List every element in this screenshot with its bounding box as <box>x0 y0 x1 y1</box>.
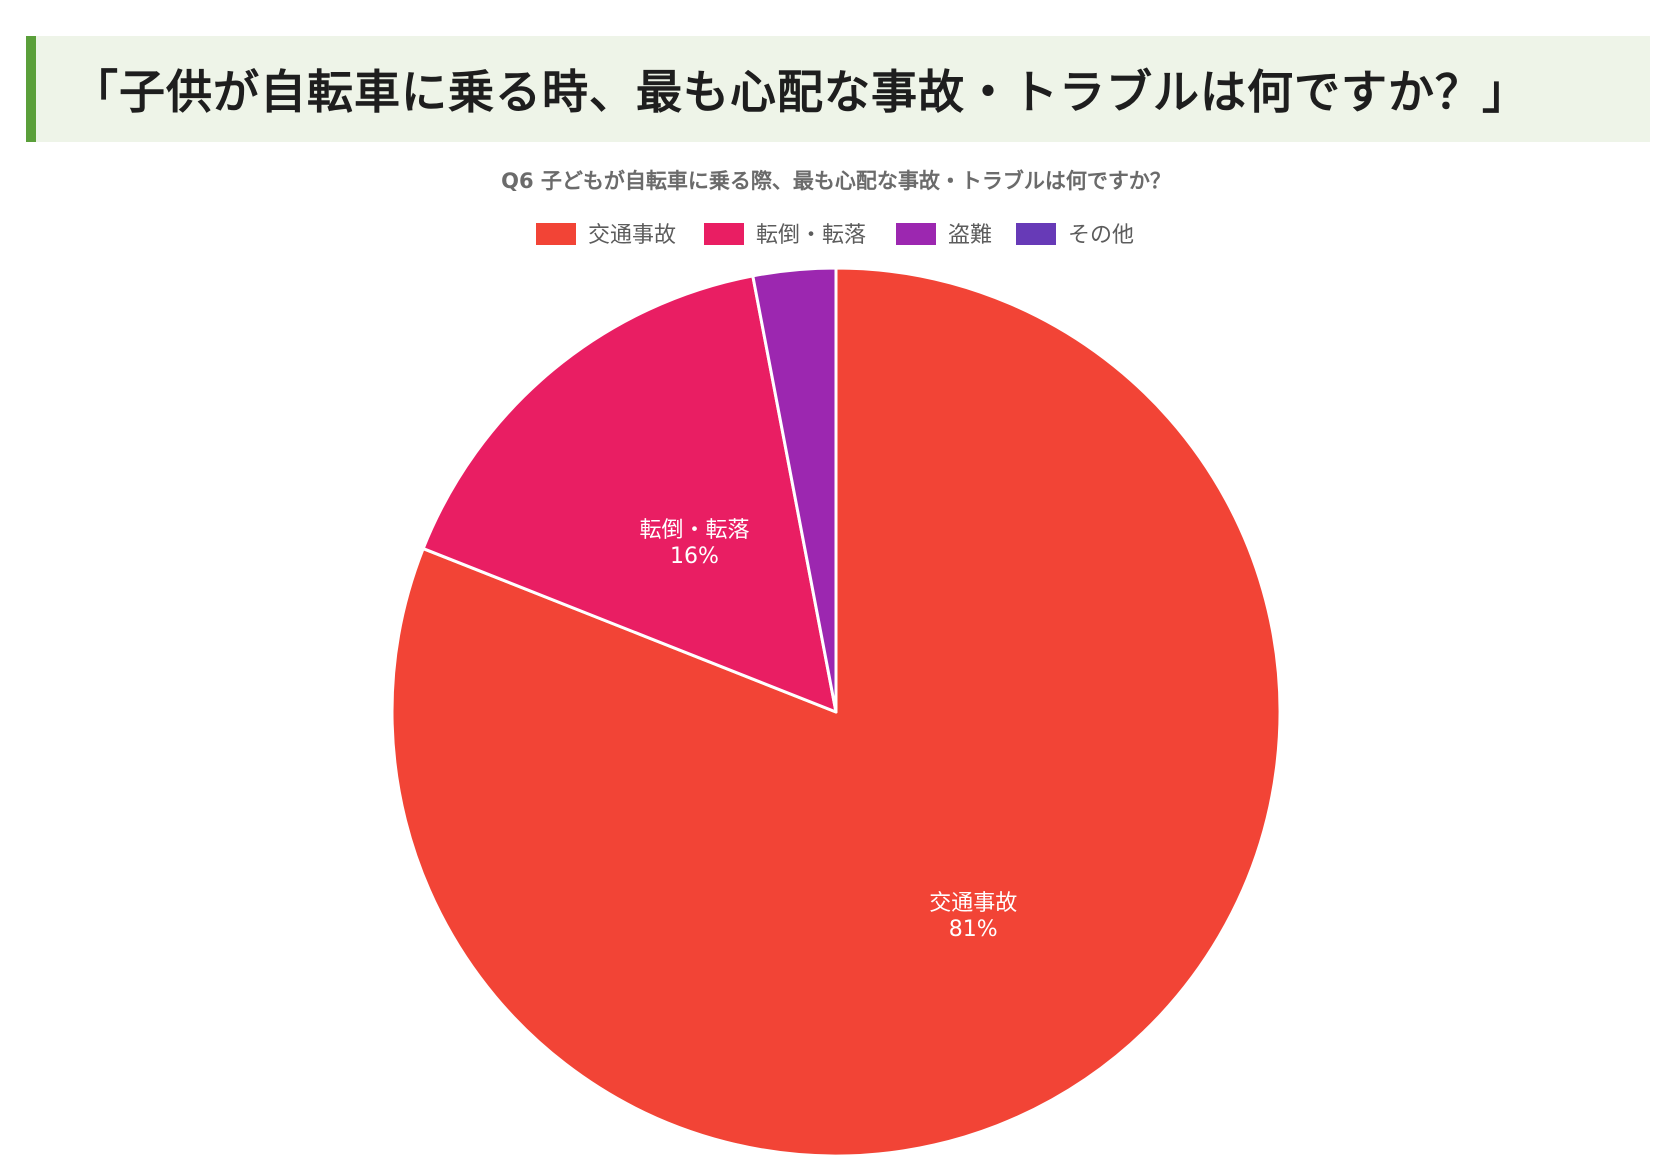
page-heading: 「子供が自転車に乗る時、最も心配な事故・トラブルは何ですか？」 <box>72 65 1529 119</box>
legend-label: 転倒・転落 <box>756 223 866 248</box>
legend-label: その他 <box>1068 223 1134 248</box>
chart-legend: 交通事故 転倒・転落 盗難 その他 <box>536 223 1134 248</box>
legend-swatch <box>896 223 936 245</box>
chart-title: Q6 子どもが自転車に乗る際、最も心配な事故・トラブルは何ですか？ <box>501 169 1171 193</box>
slice-label-name: 転倒・転落 <box>639 518 749 543</box>
legend-swatch <box>536 223 576 245</box>
legend-swatch <box>704 223 744 245</box>
slice-label-value: 16% <box>670 544 719 569</box>
legend-label: 交通事故 <box>588 223 676 248</box>
page-heading-box: 「子供が自転車に乗る時、最も心配な事故・トラブルは何ですか？」 <box>26 36 1650 142</box>
pie-slice <box>421 274 838 714</box>
legend-label: 盗難 <box>948 223 992 248</box>
legend-swatch <box>1016 223 1056 245</box>
pie-slices <box>390 266 1282 1158</box>
pie-slice <box>751 266 838 714</box>
slice-label-name: 交通事故 <box>929 891 1017 916</box>
slice-label-value: 81% <box>949 917 998 942</box>
